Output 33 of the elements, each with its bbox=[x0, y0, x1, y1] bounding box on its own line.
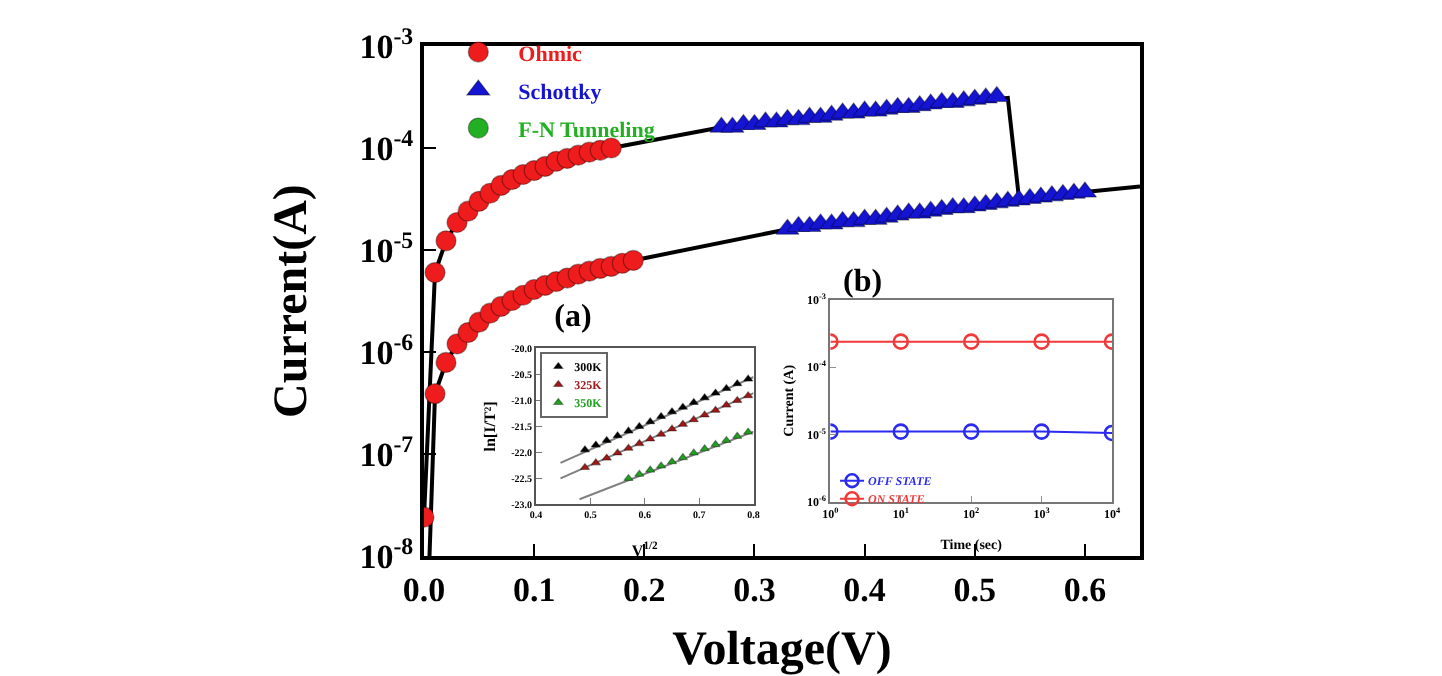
legend-label: F-N Tunneling bbox=[518, 118, 656, 143]
point bbox=[435, 230, 457, 252]
y-tick-label: 10$^{-8}$ bbox=[359, 531, 414, 576]
x-tick-label: 0.5 bbox=[953, 570, 997, 609]
y-tick-label: 10$^{-7}$ bbox=[359, 429, 414, 474]
legend-label: Ohmic bbox=[518, 42, 583, 67]
y-axis-title: Current(A) bbox=[266, 184, 318, 418]
point bbox=[424, 262, 446, 284]
point bbox=[1033, 423, 1050, 440]
x-tick-label: 0.4 bbox=[843, 570, 887, 609]
x-tick-label: 0.6 bbox=[1063, 570, 1107, 609]
x-tick-label: 0.2 bbox=[623, 570, 666, 609]
point bbox=[892, 423, 910, 440]
x-tick-label: 0.1 bbox=[512, 570, 556, 609]
x-tick-label: 0.3 bbox=[733, 570, 776, 609]
y-tick-label: 10$^{-3}$ bbox=[359, 21, 414, 66]
point bbox=[435, 351, 457, 374]
chart-title: (b) bbox=[843, 264, 883, 299]
point bbox=[962, 423, 980, 440]
point bbox=[892, 333, 910, 350]
point bbox=[424, 383, 446, 405]
y-tick-label: 10$^{-4}$ bbox=[359, 123, 414, 168]
legend-label: Schottky bbox=[518, 80, 603, 105]
y-axis-title: ln[I/T²] bbox=[480, 400, 499, 452]
y-tick-label: 10$^{-6}$ bbox=[359, 327, 414, 372]
x-tick-label: 0.0 bbox=[402, 570, 446, 609]
point bbox=[622, 249, 644, 272]
point bbox=[962, 333, 980, 350]
chart-title: (a) bbox=[554, 299, 592, 334]
point bbox=[1033, 333, 1050, 350]
y-tick-label: 10$^{-5}$ bbox=[359, 225, 414, 270]
x-axis-title: Voltage(V) bbox=[672, 624, 892, 676]
point bbox=[984, 85, 1009, 103]
